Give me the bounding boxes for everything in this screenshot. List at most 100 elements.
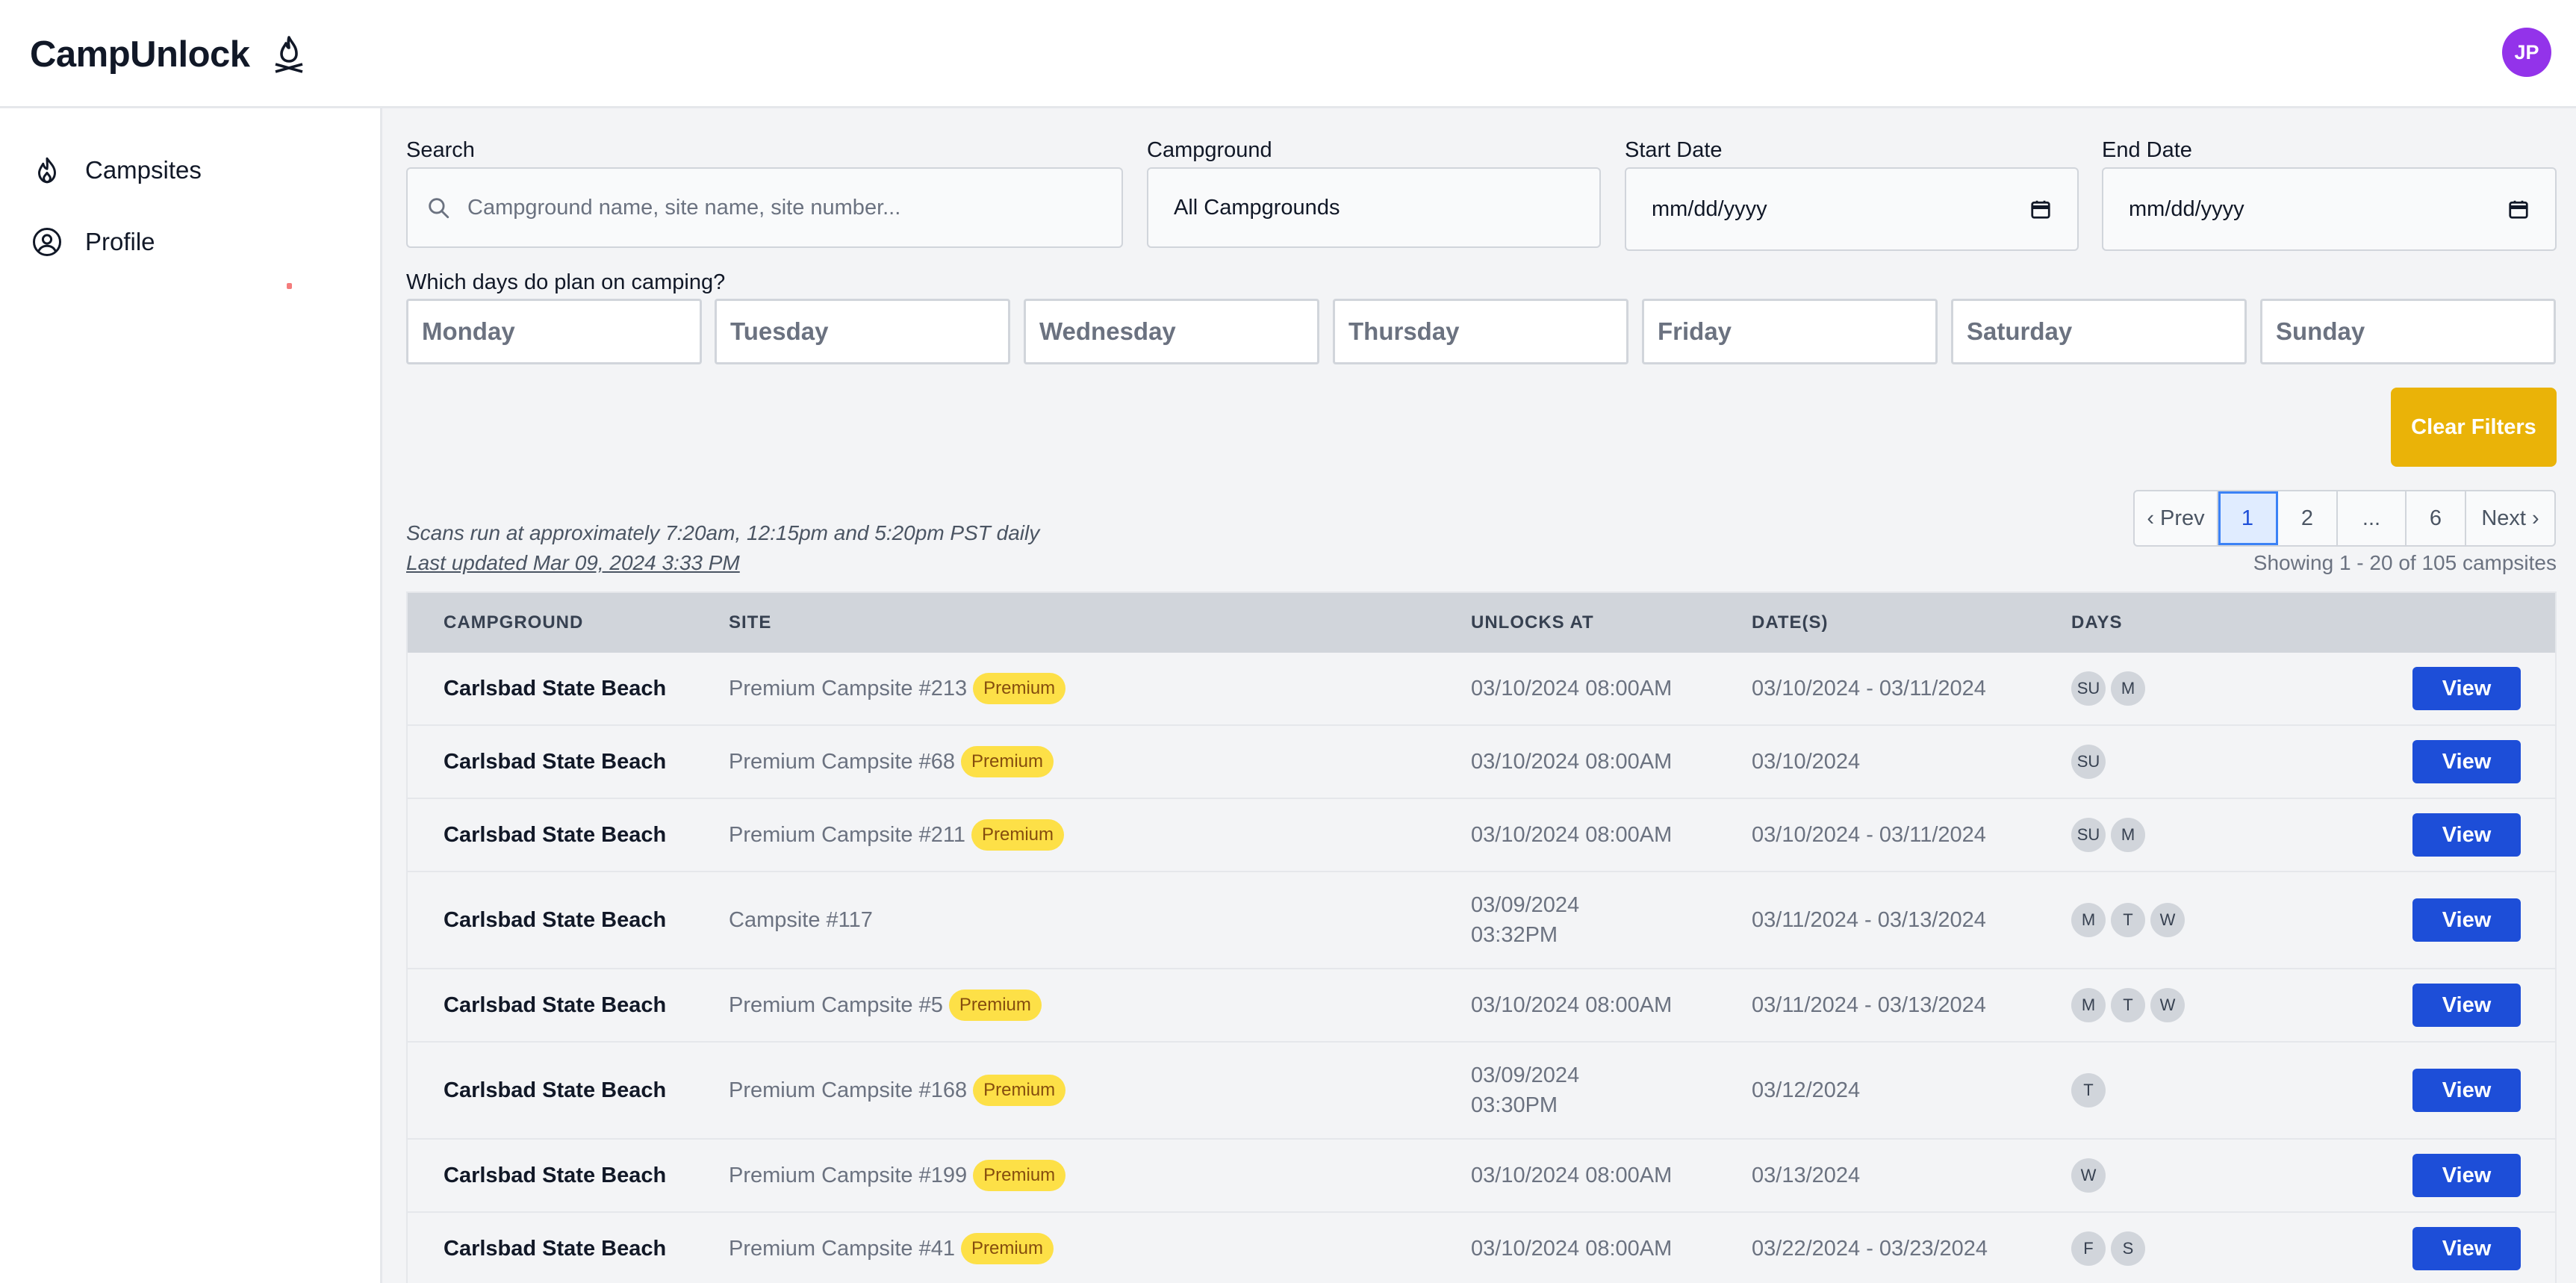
premium-badge: Premium [961, 746, 1054, 777]
unlocks-at-value: 03/10/2024 08:00AM [1471, 1164, 1673, 1187]
campsites-table: CAMPGROUND SITE UNLOCKS AT DATE(S) DAYS … [406, 591, 2557, 1283]
table-body: Carlsbad State Beach Premium Campsite #21… [408, 653, 2555, 1283]
unlocks-at-cell: 03/09/2024 03:30PM [1471, 1043, 1579, 1138]
view-cell: View [2412, 1213, 2521, 1283]
day-option-sunday[interactable]: Sunday [2260, 299, 2556, 364]
start-date-label: Start Date [1625, 138, 1723, 162]
campground-select[interactable]: All Campgrounds [1147, 167, 1601, 248]
pagination-page-1[interactable]: 1 [2218, 491, 2278, 545]
view-cell: View [2412, 726, 2521, 798]
day-pill: T [2071, 1073, 2106, 1108]
day-option-friday[interactable]: Friday [1642, 299, 1938, 364]
site-name: Premium Campsite #199 [729, 1163, 968, 1187]
view-cell: View [2412, 1140, 2521, 1211]
campground-name: Carlsbad State Beach [444, 1078, 667, 1102]
user-avatar[interactable]: JP [2502, 28, 2551, 77]
end-date-input[interactable]: mm/dd/yyyy [2102, 167, 2557, 251]
day-option-monday[interactable]: Monday [406, 299, 702, 364]
dates-value: 03/11/2024 - 03/13/2024 [1752, 992, 1986, 1017]
table-row: Carlsbad State Beach Premium Campsite #21… [408, 799, 2555, 872]
premium-badge: Premium [948, 990, 1042, 1021]
view-button[interactable]: View [2412, 1154, 2521, 1197]
unlocks-at-value: 03/10/2024 08:00AM [1471, 750, 1673, 774]
sidebar-item-label: Campsites [85, 156, 202, 184]
column-header-days[interactable]: DAYS [2071, 612, 2123, 633]
unlocks-at-cell: 03/10/2024 08:00AM [1471, 969, 1672, 1041]
view-button[interactable]: View [2412, 667, 2521, 710]
dates-value: 03/10/2024 - 03/11/2024 [1752, 676, 1986, 700]
pagination-page-2[interactable]: 2 [2278, 491, 2338, 545]
end-date-value: mm/dd/yyyy [2129, 196, 2244, 221]
search-icon [429, 198, 449, 219]
campground-name: Carlsbad State Beach [444, 1236, 667, 1261]
column-header-dates[interactable]: DATE(S) [1752, 612, 1829, 633]
day-pill: T [2111, 988, 2145, 1022]
day-option-thursday[interactable]: Thursday [1333, 299, 1628, 364]
premium-badge: Premium [973, 1075, 1066, 1106]
view-button[interactable]: View [2412, 1227, 2521, 1270]
column-header-campground[interactable]: CAMPGROUND [444, 612, 584, 633]
view-button[interactable]: View [2412, 984, 2521, 1027]
day-pill: W [2150, 988, 2185, 1022]
column-header-site[interactable]: SITE [729, 612, 772, 633]
site-cell: Premium Campsite #211 Premium [729, 799, 1064, 871]
days-cell: W [2071, 1140, 2106, 1211]
table-row: Carlsbad State Beach Premium Campsite #68… [408, 726, 2555, 799]
day-pill: M [2111, 818, 2145, 852]
view-cell: View [2412, 872, 2521, 968]
days-cell: SU M [2071, 653, 2145, 724]
view-button[interactable]: View [2412, 740, 2521, 783]
search-field[interactable] [406, 167, 1123, 248]
unlocks-at-value: 03/09/2024 03:30PM [1471, 1063, 1580, 1117]
clear-filters-button[interactable]: Clear Filters [2391, 388, 2557, 467]
days-cell: SU [2071, 726, 2106, 798]
site-cell: Premium Campsite #213 Premium [729, 653, 1066, 724]
sidebar-item-profile[interactable]: Profile [31, 220, 155, 264]
days-cell: SU M [2071, 799, 2145, 871]
site-name: Premium Campsite #211 [729, 822, 965, 847]
table-row: Carlsbad State Beach Premium Campsite #19… [408, 1140, 2555, 1213]
brand[interactable]: CampUnlock [30, 28, 307, 81]
pagination-next[interactable]: Next › [2481, 506, 2539, 530]
indicator-dot [287, 283, 292, 289]
dates-value: 03/11/2024 - 03/13/2024 [1752, 907, 1986, 932]
pagination-page-6[interactable]: 6 [2407, 491, 2466, 545]
last-updated-link[interactable]: Last updated Mar 09, 2024 3:33 PM [406, 551, 740, 574]
site-cell: Campsite #117 [729, 872, 873, 968]
day-option-saturday[interactable]: Saturday [1951, 299, 2247, 364]
site-cell: Premium Campsite #5 Premium [729, 969, 1042, 1041]
search-input[interactable] [467, 195, 1035, 220]
column-header-unlocks-at[interactable]: UNLOCKS AT [1471, 612, 1594, 633]
dates-value: 03/10/2024 [1752, 749, 1861, 774]
view-button[interactable]: View [2412, 1069, 2521, 1112]
view-button[interactable]: View [2412, 813, 2521, 857]
unlocks-at-cell: 03/10/2024 08:00AM [1471, 726, 1672, 798]
user-circle-icon [33, 228, 61, 256]
pagination-prev[interactable]: ‹ Prev [2135, 491, 2218, 545]
start-date-input[interactable]: mm/dd/yyyy [1625, 167, 2079, 251]
day-pill: M [2111, 671, 2145, 706]
results-count: Showing 1 - 20 of 105 campsites [2253, 551, 2557, 574]
premium-badge: Premium [973, 1160, 1066, 1191]
premium-badge: Premium [971, 819, 1064, 851]
sidebar-item-campsites[interactable]: Campsites [31, 148, 202, 193]
site-name: Campsite #117 [729, 907, 873, 932]
day-pill: SU [2071, 745, 2106, 779]
table-row: Carlsbad State Beach Campsite #117 03/09/2… [408, 872, 2555, 969]
site-name: Premium Campsite #5 [729, 992, 943, 1017]
day-option-tuesday[interactable]: Tuesday [715, 299, 1010, 364]
calendar-icon[interactable] [2029, 198, 2052, 220]
pagination: ‹ Prev 1 2 ... 6 Next › [2133, 490, 2556, 547]
scan-schedule-note: Scans run at approximately 7:20am, 12:15… [406, 521, 1040, 544]
day-pill: F [2071, 1231, 2106, 1266]
dates-value: 03/10/2024 - 03/11/2024 [1752, 822, 1986, 847]
campground-select-value: All Campgrounds [1174, 195, 1340, 220]
end-date-label: End Date [2102, 138, 2192, 162]
view-button[interactable]: View [2412, 898, 2521, 942]
day-option-wednesday[interactable]: Wednesday [1024, 299, 1319, 364]
calendar-icon[interactable] [2507, 198, 2530, 220]
sidebar-item-label: Profile [85, 228, 155, 255]
day-pill: M [2071, 903, 2106, 937]
